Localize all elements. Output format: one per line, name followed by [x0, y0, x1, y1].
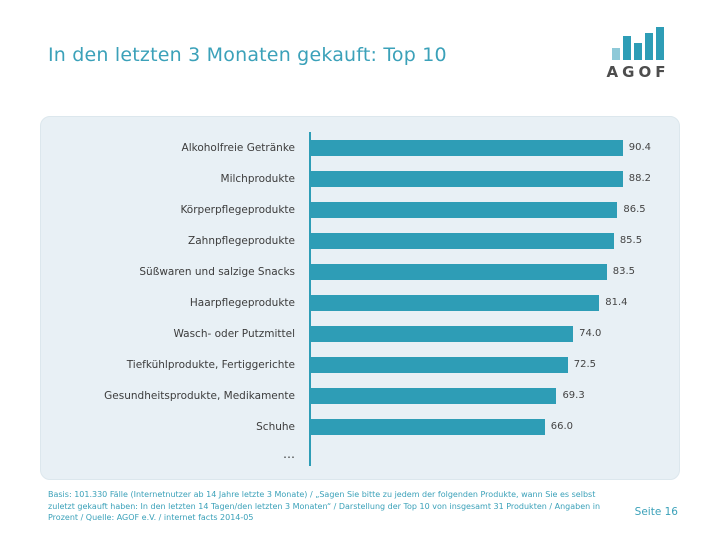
agof-logo: AGOF	[600, 26, 676, 81]
page-number: Seite 16	[634, 506, 678, 518]
chart-row: Milchprodukte 88.2	[59, 163, 651, 194]
bar-label: Alkoholfreie Getränke	[181, 141, 295, 154]
bar-area: 83.5	[309, 256, 651, 287]
bar-value: 69.3	[562, 390, 585, 401]
bar-area: 90.4	[309, 132, 651, 163]
chart-row: Alkoholfreie Getränke 90.4	[59, 132, 651, 163]
bar-label: Zahnpflegeprodukte	[188, 234, 295, 247]
bar-value: 66.0	[550, 421, 574, 432]
bar-area: 85.5	[309, 225, 651, 256]
bar-label: Gesundheitsprodukte, Medikamente	[104, 389, 295, 402]
chart-row: Wasch- oder Putzmittel 74.0	[59, 318, 651, 349]
logo-text: AGOF	[606, 63, 670, 81]
bar-value: 72.5	[573, 359, 597, 370]
logo-bar-icon	[623, 36, 631, 60]
bar-value: 90.4	[628, 142, 651, 153]
bar-area: 86.5	[309, 194, 651, 225]
bar-value: 88.2	[628, 173, 651, 184]
bar-area: 81.4	[309, 287, 651, 318]
bar	[311, 387, 557, 404]
chart-row: Schuhe 66.0	[59, 411, 651, 442]
chart-more-row: …	[59, 442, 651, 466]
bar-label: Körperpflegeprodukte	[180, 203, 295, 216]
chart-row: Tiefkühlprodukte, Fertiggerichte 72.5	[59, 349, 651, 380]
chart-panel: Alkoholfreie Getränke 90.4 Milchprodukte…	[40, 116, 680, 480]
page-title: In den letzten 3 Monaten gekauft: Top 10	[48, 44, 447, 66]
bar-label: Schuhe	[256, 420, 295, 433]
bar-area: 66.0	[309, 411, 651, 442]
bar-area: 72.5	[309, 349, 651, 380]
bar-value: 83.5	[612, 266, 635, 277]
logo-bar-icon	[612, 48, 620, 60]
bar	[311, 201, 618, 218]
bar	[311, 232, 614, 249]
bar	[311, 356, 568, 373]
bar-label: Milchprodukte	[220, 172, 295, 185]
bar-chart-logo-icon	[600, 26, 676, 60]
chart-row: Körperpflegeprodukte 86.5	[59, 194, 651, 225]
bar	[311, 139, 623, 156]
bar-value: 85.5	[619, 235, 643, 246]
chart-rows: Alkoholfreie Getränke 90.4 Milchprodukte…	[59, 132, 651, 442]
chart-row: Zahnpflegeprodukte 85.5	[59, 225, 651, 256]
more-indicator: …	[283, 447, 295, 461]
bar	[311, 263, 607, 280]
logo-bar-icon	[656, 27, 664, 60]
bar	[311, 294, 600, 311]
bar-label: Tiefkühlprodukte, Fertiggerichte	[126, 358, 295, 371]
logo-bar-icon	[634, 43, 642, 60]
bar	[311, 170, 623, 187]
bar-value: 86.5	[623, 204, 646, 215]
bar-label: Haarpflegeprodukte	[189, 296, 295, 309]
bar-value: 81.4	[605, 297, 628, 308]
footer-note: Basis: 101.330 Fälle (Internetnutzer ab …	[48, 490, 601, 523]
bar-area: 74.0	[309, 318, 651, 349]
bar-label: Wasch- oder Putzmittel	[173, 327, 295, 340]
bar-area: 69.3	[309, 380, 651, 411]
axis-line	[309, 442, 651, 466]
bar-value: 74.0	[579, 328, 602, 339]
chart-row: Süßwaren und salzige Snacks 83.5	[59, 256, 651, 287]
bar	[311, 418, 545, 435]
bar-label: Süßwaren und salzige Snacks	[139, 265, 295, 278]
chart-row: Haarpflegeprodukte 81.4	[59, 287, 651, 318]
bar	[311, 325, 574, 342]
chart-row: Gesundheitsprodukte, Medikamente 69.3	[59, 380, 651, 411]
logo-bar-icon	[645, 33, 653, 60]
bar-area: 88.2	[309, 163, 651, 194]
